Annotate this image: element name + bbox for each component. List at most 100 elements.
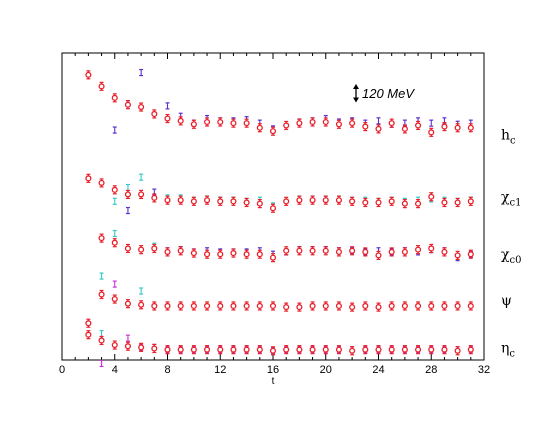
point-marker [309,247,316,254]
point-marker [138,191,145,198]
point-marker [177,302,184,310]
data-point [428,192,435,202]
data-point [230,118,237,128]
data-point [454,123,461,133]
data-point [283,345,290,355]
point-marker [138,103,145,111]
series-label-subscript: c [509,348,515,359]
data-point [217,345,224,355]
point-marker [138,246,145,253]
data-point [204,301,211,311]
data-point [441,121,448,132]
point-marker [283,304,290,311]
point-marker [454,252,461,259]
point-marker [230,346,237,353]
point-marker [441,346,448,353]
data-point [139,173,144,181]
point-marker [204,197,211,204]
data-point [124,100,131,110]
data-point [309,301,316,311]
point-marker [204,346,211,353]
point-marker [164,197,171,204]
data-point [467,345,474,355]
data-point [98,335,105,346]
point-marker [322,346,329,353]
data-point [230,345,237,355]
point-marker [230,120,237,127]
series-label: χc0 [501,247,521,266]
point-marker [85,71,92,78]
point-marker [467,251,474,258]
point-marker [428,302,435,310]
point-marker [283,346,290,353]
data-point [124,189,131,200]
data-point [375,250,382,260]
point-marker [98,337,105,344]
data-point [415,245,422,255]
data-point [98,233,105,243]
data-point [177,345,184,355]
data-point [454,301,461,311]
x-tick-label: 0 [59,364,65,376]
data-point [151,193,158,203]
point-marker [204,302,211,310]
point-marker [362,248,369,255]
point-marker [164,115,171,122]
data-point [217,249,224,259]
data-point [467,301,474,311]
point-marker [111,186,118,193]
point-marker [190,250,197,257]
data-point [138,102,145,112]
point-marker [269,302,277,310]
data-point [243,197,250,208]
point-marker [151,110,158,117]
data-point [269,126,277,136]
point-marker [98,83,105,90]
x-tick-label: 20 [320,364,332,376]
data-point [454,346,461,356]
point-marker [151,245,158,252]
data-point [401,345,408,355]
point-marker [217,302,224,310]
point-marker [401,200,408,207]
data-point [283,246,290,256]
point-marker [362,199,369,206]
data-point [112,229,117,238]
data-point [335,345,342,355]
data-point [375,302,382,312]
point-marker [335,302,342,310]
x-axis-ticks [61,53,485,360]
data-point [164,301,171,311]
data-point [230,301,237,311]
data-point [296,246,303,256]
data-point [296,302,303,312]
data-point [269,203,277,213]
point-marker [124,245,131,252]
data-point [217,196,224,206]
data-point [309,195,316,205]
data-point [177,195,184,205]
point-marker [415,302,422,310]
point-marker [98,235,105,242]
point-marker [217,198,224,205]
series-label: ηc [501,340,515,359]
point-marker [256,124,263,131]
data-point [190,248,197,258]
data-point [269,253,277,263]
point-marker [322,302,329,310]
point-marker [362,346,369,353]
data-point [111,294,118,304]
data-point [256,249,263,259]
data-point [362,197,369,208]
point-marker [111,342,118,349]
point-marker [467,302,474,310]
data-point [112,280,117,288]
point-marker [269,254,277,261]
point-marker [335,121,342,128]
data-point [217,301,224,311]
data-point [467,249,474,259]
point-marker [296,346,303,353]
point-marker [151,194,158,201]
point-marker [375,125,382,132]
point-marker [256,302,263,310]
